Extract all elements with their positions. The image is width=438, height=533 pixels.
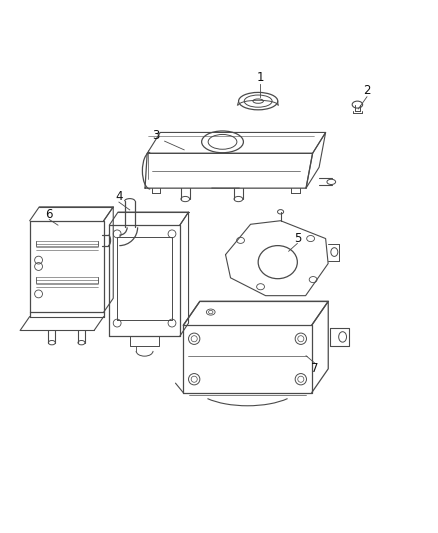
Text: 3: 3: [152, 130, 159, 142]
Text: 7: 7: [311, 362, 318, 375]
Text: 5: 5: [293, 232, 301, 245]
Text: 2: 2: [363, 84, 371, 96]
Text: 6: 6: [46, 208, 53, 221]
Text: 4: 4: [115, 190, 123, 204]
Text: 1: 1: [257, 71, 264, 84]
